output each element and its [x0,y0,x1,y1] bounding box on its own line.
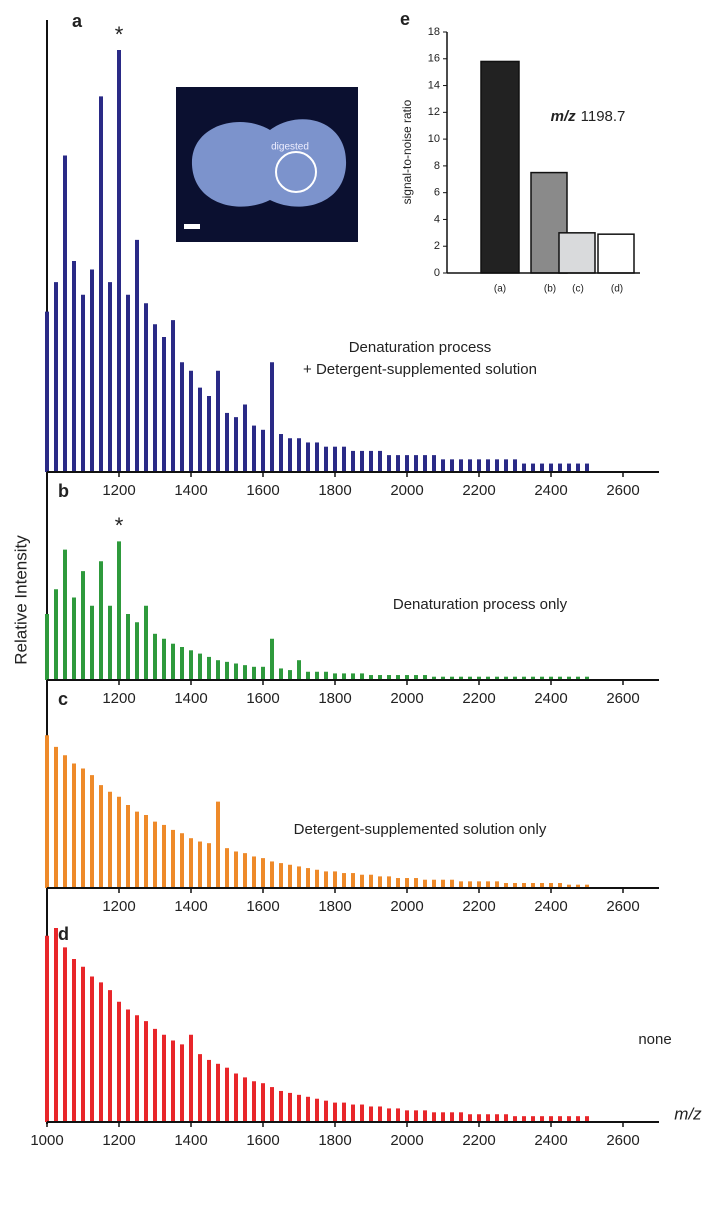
y-tick-label: 2 [434,240,440,252]
panel-label: c [58,689,68,709]
x-tick-label: 2600 [606,1132,639,1149]
spectrum-annotation: Denaturation process [349,339,492,356]
y-tick-label: 4 [434,213,440,225]
peak-star: * [115,513,124,538]
panel-label: d [58,924,69,944]
y-tick-label: 18 [428,26,440,38]
brain-section [191,119,347,207]
x-tick-label: 2200 [462,690,495,707]
x-tick-label: 1600 [246,690,279,707]
x-tick-label: 2000 [390,690,423,707]
panel-label: b [58,481,69,501]
inset-image: digested [176,87,358,242]
y-axis-label: signal-to-noise ratio [400,99,414,204]
annotation: m/z 1198.7 [551,108,626,125]
x-tick-label: (c) [572,284,584,295]
x-tick-label: 1200 [102,482,135,499]
x-tick-label: (b) [544,284,556,295]
x-tick-label: 2600 [606,690,639,707]
x-tick-label: (a) [494,284,506,295]
x-tick-label: 2200 [462,482,495,499]
y-tick-label: 12 [428,106,440,118]
x-tick-label: 2400 [534,690,567,707]
y-tick-label: 0 [434,267,440,279]
x-tick-label: 1400 [174,690,207,707]
x-tick-label: 2200 [462,1132,495,1149]
x-tick-label: 1400 [174,482,207,499]
digested-region [275,151,317,193]
x-tick-label: 1800 [318,1132,351,1149]
x-tick-label: 1800 [318,898,351,915]
inset-label: digested [271,142,309,153]
x-tick-label: 2600 [606,898,639,915]
panel-label: e [400,9,410,29]
spectrum-annotation: none [638,1031,671,1048]
x-tick-label: 1200 [102,690,135,707]
x-tick-label: 1600 [246,1132,279,1149]
scale-bar [184,224,200,229]
bar [597,233,635,274]
y-tick-label: 8 [434,160,440,172]
x-tick-label: 1600 [246,482,279,499]
x-tick-label: 2400 [534,898,567,915]
annotation-emphasis: m/z [551,108,577,125]
x-tick-label: 2400 [534,1132,567,1149]
x-tick-label: 1800 [318,690,351,707]
bar [558,232,596,274]
x-axis-label: m/z [674,1104,702,1123]
y-tick-label: 10 [428,133,440,145]
x-tick-label: 2000 [390,482,423,499]
y-tick-label: 16 [428,53,440,65]
x-tick-label: (d) [611,284,623,295]
x-tick-label: 1600 [246,898,279,915]
spectrum-annotation: Denaturation process only [393,596,568,613]
y-tick-label: 6 [434,187,440,199]
x-tick-label: 2600 [606,482,639,499]
x-tick-label: 1200 [102,898,135,915]
x-tick-label: 1200 [102,1132,135,1149]
bar [480,60,520,274]
x-tick-label: 2400 [534,482,567,499]
x-tick-label: 2000 [390,898,423,915]
x-tick-label: 1400 [174,1132,207,1149]
x-tick-label: 1800 [318,482,351,499]
x-tick-label: 1000 [30,1132,63,1149]
x-tick-label: 2200 [462,898,495,915]
peak-star: * [115,22,124,47]
annotation-text: 1198.7 [581,108,626,125]
x-tick-label: 1400 [174,898,207,915]
y-tick-label: 14 [428,79,440,91]
y-axis-label: Relative Intensity [11,535,30,665]
x-tick-label: 2000 [390,1132,423,1149]
spectrum-annotation: + Detergent-supplemented solution [303,361,537,378]
panel-label: a [72,11,83,31]
spectrum-annotation: Detergent-supplemented solution only [294,821,547,838]
